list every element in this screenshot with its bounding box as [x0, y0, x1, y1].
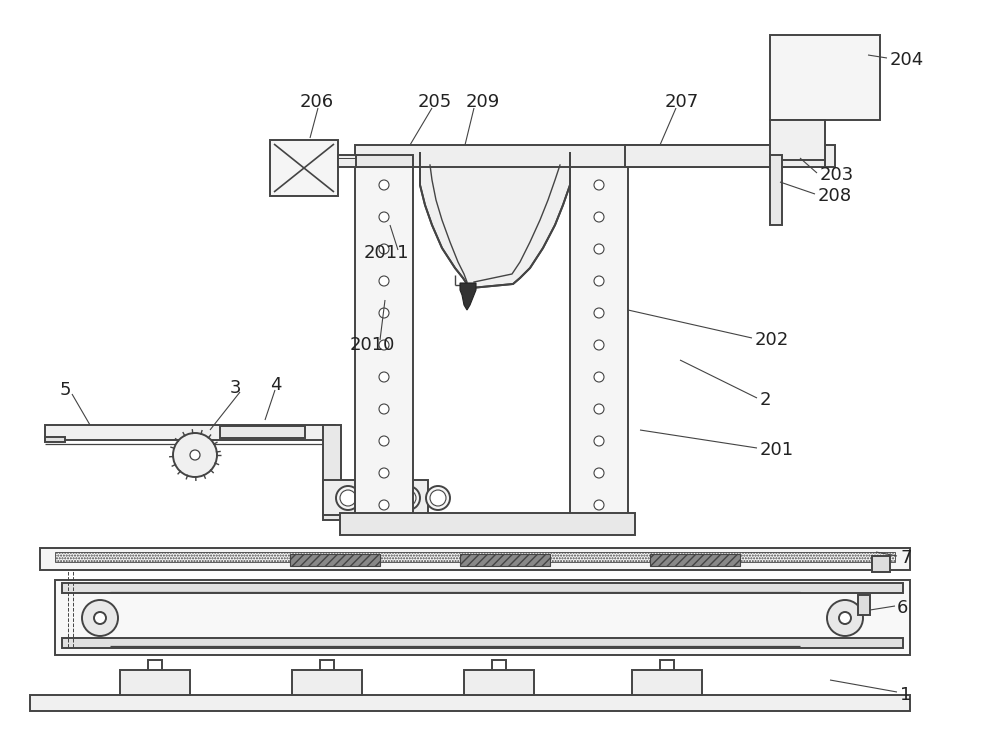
Circle shape	[594, 500, 604, 510]
Text: 207: 207	[665, 93, 699, 111]
Text: 6: 6	[897, 599, 908, 617]
Bar	[338, 155, 356, 167]
Bar	[632, 670, 702, 695]
Bar	[625, 145, 825, 167]
Circle shape	[94, 612, 106, 624]
Circle shape	[594, 404, 604, 414]
Text: 201: 201	[760, 441, 794, 459]
Polygon shape	[420, 153, 570, 288]
Bar	[464, 670, 534, 695]
Circle shape	[379, 180, 389, 190]
Circle shape	[396, 486, 420, 510]
Circle shape	[594, 308, 604, 318]
Circle shape	[173, 433, 217, 477]
Bar	[290, 554, 380, 566]
Bar	[650, 554, 740, 566]
Circle shape	[426, 486, 450, 510]
Text: 4: 4	[270, 376, 282, 394]
Circle shape	[379, 372, 389, 382]
Text: 7: 7	[900, 549, 912, 567]
Circle shape	[190, 450, 200, 460]
Bar	[660, 660, 674, 695]
Circle shape	[366, 486, 390, 510]
Circle shape	[340, 490, 356, 506]
Bar	[45, 437, 65, 442]
Bar	[62, 583, 903, 593]
Bar	[355, 165, 413, 520]
Text: 1: 1	[900, 686, 911, 704]
Bar	[292, 670, 362, 695]
Circle shape	[379, 308, 389, 318]
Circle shape	[379, 244, 389, 254]
Circle shape	[594, 180, 604, 190]
Bar	[323, 480, 428, 515]
Bar	[492, 660, 506, 695]
Bar	[460, 554, 550, 566]
Bar	[323, 425, 341, 520]
Circle shape	[379, 404, 389, 414]
Circle shape	[336, 486, 360, 510]
Text: 208: 208	[818, 187, 852, 205]
Bar	[770, 155, 782, 225]
Polygon shape	[460, 283, 476, 310]
Circle shape	[827, 600, 863, 636]
Text: 205: 205	[418, 93, 452, 111]
Bar	[355, 155, 413, 167]
Circle shape	[594, 372, 604, 382]
Text: 2: 2	[760, 391, 772, 409]
Circle shape	[839, 612, 851, 624]
Circle shape	[379, 212, 389, 222]
Bar	[220, 426, 305, 438]
Circle shape	[370, 490, 386, 506]
Bar	[55, 580, 910, 655]
Text: 2011: 2011	[364, 244, 410, 262]
Bar	[355, 145, 835, 167]
Text: 2010: 2010	[350, 336, 395, 354]
Text: 206: 206	[300, 93, 334, 111]
Bar	[55, 552, 895, 562]
Circle shape	[379, 500, 389, 510]
Bar	[45, 425, 335, 440]
Circle shape	[379, 436, 389, 446]
Bar	[858, 595, 870, 615]
Bar	[570, 165, 628, 520]
Bar	[30, 695, 910, 711]
Bar	[270, 140, 338, 196]
Text: 204: 204	[890, 51, 924, 69]
Text: 3: 3	[230, 379, 242, 397]
Circle shape	[594, 276, 604, 286]
Bar	[120, 670, 190, 695]
Circle shape	[594, 468, 604, 478]
Text: 5: 5	[60, 381, 72, 399]
Bar	[148, 660, 162, 695]
Text: 209: 209	[466, 93, 500, 111]
Bar	[40, 548, 910, 570]
Circle shape	[594, 340, 604, 350]
Bar	[872, 556, 890, 572]
Bar	[340, 513, 635, 535]
Circle shape	[379, 276, 389, 286]
Circle shape	[82, 600, 118, 636]
Circle shape	[379, 340, 389, 350]
Circle shape	[379, 468, 389, 478]
Bar	[62, 638, 903, 648]
Circle shape	[400, 490, 416, 506]
Circle shape	[430, 490, 446, 506]
Bar	[770, 35, 880, 120]
Text: 203: 203	[820, 166, 854, 184]
Circle shape	[594, 244, 604, 254]
Text: 202: 202	[755, 331, 789, 349]
Bar	[770, 120, 825, 160]
Circle shape	[594, 212, 604, 222]
Circle shape	[594, 436, 604, 446]
Bar	[320, 660, 334, 695]
